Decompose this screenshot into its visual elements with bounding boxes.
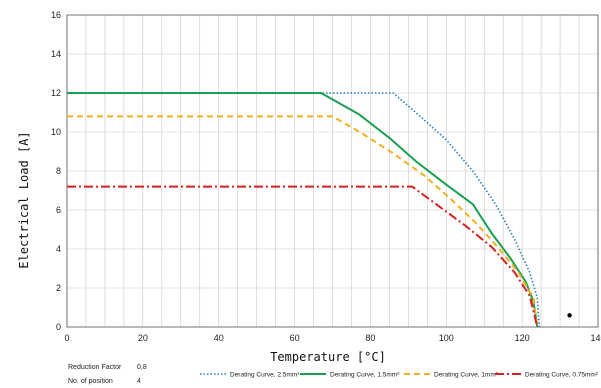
y-tick-label: 6 [56, 205, 61, 215]
legend-label: Derating Curve, 0.75mm² [525, 372, 599, 379]
grid [66, 14, 599, 328]
x-tick-label: 120 [515, 333, 530, 343]
info-block: Reduction Factor 0,8 No. of position 4 [68, 364, 147, 385]
positions-label: No. of position [68, 378, 113, 385]
reduction-factor-value: 0,8 [137, 364, 147, 371]
y-tick-label: 0 [56, 322, 61, 332]
y-tick-label: 8 [56, 166, 61, 176]
x-tick-label: 140 [590, 333, 601, 343]
series-group [67, 92, 572, 328]
x-tick-label: 20 [138, 333, 148, 343]
x-tick-label: 100 [439, 333, 454, 343]
x-tick-label: 80 [365, 333, 375, 343]
marker-point [567, 313, 572, 318]
legend-item: Derating Curve, 1.5mm² [300, 372, 400, 379]
y-axis-title: Electrical Load [A] [17, 131, 31, 268]
series-line [67, 92, 540, 328]
legend-item: Derating Curve, 1mm² [404, 372, 499, 379]
y-tick-label: 10 [51, 127, 61, 137]
y-tick-label: 2 [56, 283, 61, 293]
plot-frame [66, 14, 599, 328]
x-tick-label: 0 [64, 333, 69, 343]
legend-label: Derating Curve, 1.5mm² [330, 372, 400, 379]
legend-label: Derating Curve, 2.5mm² [230, 372, 300, 379]
x-tick-label: 40 [214, 333, 224, 343]
series-line [67, 185, 539, 328]
legend-item: Derating Curve, 2.5mm² [200, 372, 300, 379]
y-tick-label: 12 [51, 88, 61, 98]
y-tick-label: 14 [51, 49, 61, 59]
legend-item: Derating Curve, 0.75mm² [495, 372, 599, 379]
series-line [67, 115, 539, 328]
tick-labels: 0 20 40 60 80 100 120 140 0 2 4 6 8 10 12 14 16 [51, 10, 601, 343]
x-tick-label: 60 [290, 333, 300, 343]
x-axis-title: Temperature [°C] [270, 350, 386, 364]
legend-label: Derating Curve, 1mm² [434, 372, 499, 379]
y-tick-label: 4 [56, 244, 61, 254]
legend: Derating Curve, 2.5mm² Derating Curve, 1… [200, 372, 599, 379]
positions-value: 4 [137, 378, 141, 385]
y-tick-label: 16 [51, 10, 61, 20]
reduction-factor-label: Reduction Factor [68, 364, 122, 371]
